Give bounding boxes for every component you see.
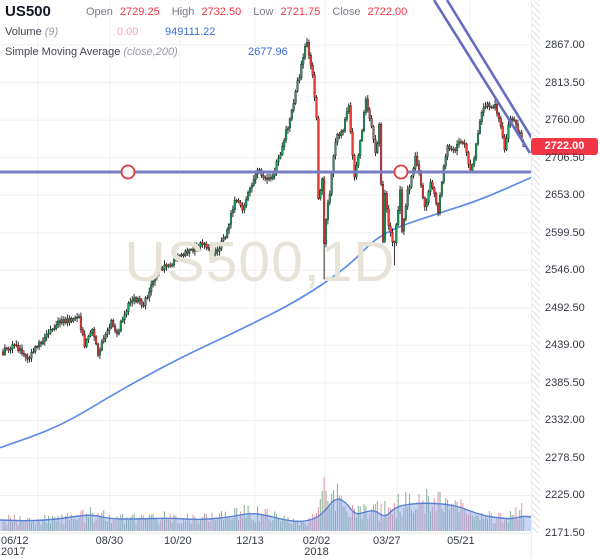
volume-value: 0.00 — [117, 26, 139, 38]
price-tick-label: 2171.50 — [545, 527, 585, 539]
sma-indicator-label[interactable]: Simple Moving Average (close,200) — [5, 46, 178, 58]
price-tick-label: 2225.00 — [545, 489, 585, 502]
price-tick-label: 2867.00 — [545, 39, 585, 51]
high-value: 2732.50 — [201, 6, 242, 18]
open-value: 2729.25 — [119, 6, 160, 18]
low-label: Low — [253, 6, 274, 18]
price-tick-label: 2653.00 — [545, 189, 585, 202]
price-tick-label: 2813.50 — [545, 76, 585, 89]
volume-series — [0, 477, 532, 531]
sma-line[interactable] — [0, 176, 531, 449]
price-tick-label: 2492.50 — [545, 301, 585, 314]
time-tick-label: 12/13 — [236, 535, 264, 547]
candlestick-series — [1, 37, 525, 364]
line-anchor-handle[interactable] — [393, 164, 409, 180]
watermark: US500,1D — [124, 230, 396, 294]
drawing-tools[interactable] — [0, 0, 541, 180]
legend-row-volume: Volume (9) 0.00 949111.22 — [5, 22, 416, 42]
volume-ma-value: 949111.22 — [165, 26, 216, 38]
price-tick-label: 2599.50 — [545, 226, 585, 239]
time-tick-label: 06/12 2017 — [1, 535, 29, 558]
legend-row-symbol: US500 Open 2729.25 High 2732.50 Low 2721… — [5, 2, 416, 22]
volume-indicator-label[interactable]: Volume (9) — [5, 26, 59, 38]
price-tick-label: 2706.50 — [545, 151, 585, 164]
time-tick-label: 02/02 2018 — [302, 535, 331, 558]
high-label: High — [171, 6, 195, 18]
symbol-title[interactable]: US500 — [5, 3, 51, 21]
price-tick-label: 2278.50 — [545, 451, 585, 464]
close-value: 2722.00 — [367, 6, 408, 18]
time-tick-label: 05/21 — [447, 535, 475, 547]
price-tick-label: 2439.00 — [545, 339, 585, 352]
line-anchor-handle[interactable] — [120, 164, 136, 180]
open-label: Open — [85, 6, 113, 18]
legend: US500 Open 2729.25 High 2732.50 Low 2721… — [5, 2, 416, 62]
trend-line[interactable] — [432, 0, 531, 154]
price-tick-label: 2760.00 — [545, 114, 585, 127]
legend-row-sma: Simple Moving Average (close,200) 2677.96 — [5, 42, 416, 62]
time-tick-label: 10/20 — [164, 535, 192, 547]
low-value: 2721.75 — [280, 6, 321, 18]
time-tick-label: 08/30 — [95, 535, 124, 547]
axis-separator-vertical — [531, 0, 532, 558]
price-tick-label: 2332.00 — [545, 414, 585, 427]
trend-line[interactable] — [445, 0, 541, 153]
last-price-badge: 2722.00 — [531, 138, 598, 156]
close-label: Close — [332, 6, 361, 18]
price-tick-label: 2385.50 — [545, 376, 585, 389]
time-tick-label: 03/27 — [373, 535, 401, 547]
sma-value: 2677.96 — [248, 46, 288, 58]
price-tick-label: 2546.00 — [545, 264, 585, 277]
price-axis-hatch — [531, 0, 540, 533]
axis-separator-horizontal — [0, 533, 531, 534]
